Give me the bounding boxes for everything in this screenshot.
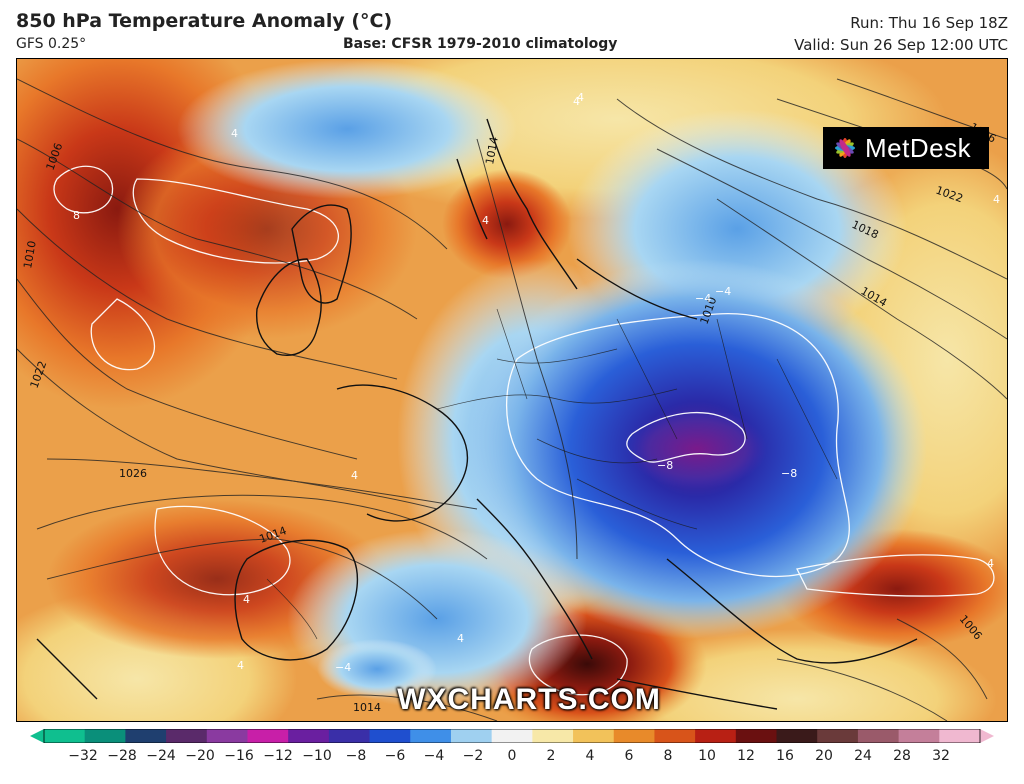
anomaly-label: −4: [695, 292, 711, 305]
colorbar-cell: [491, 729, 533, 743]
colorbar-tick-label: −32: [68, 748, 98, 764]
colorbar-tick-label: 12: [737, 748, 755, 764]
colorbar-cell: [817, 729, 859, 743]
anomaly-label: 4: [482, 214, 489, 227]
colorbar-tick-label: −24: [146, 748, 176, 764]
anomaly-label: 8: [73, 209, 80, 222]
colorbar-tick-label: 6: [624, 748, 634, 764]
colorbar-cell: [776, 729, 818, 743]
model-label: GFS 0.25°: [16, 36, 87, 52]
metdesk-logo: MetDesk: [823, 127, 989, 169]
colorbar-cell: [369, 729, 411, 743]
colorbar-tick-label: 16: [776, 748, 794, 764]
country-borders: [266, 308, 838, 640]
cool-anomaly-algeria: [317, 639, 437, 699]
colorbar-tick-label: 32: [932, 748, 950, 764]
colorbar-cell: [898, 729, 940, 743]
colorbar-tick-label: 28: [893, 748, 911, 764]
colorbar-tick-label: −20: [185, 748, 215, 764]
colorbar-cell: [328, 729, 371, 743]
colorbar-cell: [44, 729, 86, 743]
coastlines: [36, 118, 918, 710]
anomaly-label: 4: [243, 593, 250, 606]
colorbar-cell: [247, 729, 289, 743]
anomaly-contours: [53, 165, 995, 696]
colorbar-cell: [450, 729, 493, 743]
warm-anomaly-scandinavia: [442, 169, 572, 279]
colorbar-tick-label: −8: [345, 748, 367, 764]
metdesk-logo-text: MetDesk: [865, 132, 972, 163]
anomaly-map: 1006 1010 1022 1026 1014 1014 1026 1022 …: [16, 58, 1008, 722]
isobar-label: 1014: [353, 701, 381, 714]
colorbar-cell: [613, 729, 655, 743]
colorbar-cell: [166, 729, 208, 743]
climatology-base-label: Base: CFSR 1979-2010 climatology: [343, 36, 618, 52]
isobar-label: 1010: [21, 240, 39, 270]
anomaly-label: 4: [237, 659, 244, 672]
colorbar-tick-labels: −32 −28 −24 −20 −16 −12 −10 −8 −6 −4 −2 0 2 4 6 8 10 12 16…: [0, 748, 1024, 768]
colorbar-tick-label: −10: [302, 748, 332, 764]
colorbar-cell: [939, 729, 981, 743]
anomaly-labels: 8 4 4 4 −4 −8 −8 4 −4 4 4 4 4 −4 4 −4 4: [73, 91, 1000, 674]
colorbar-tick-label: 10: [698, 748, 716, 764]
cold-anomaly-core: [627, 409, 767, 489]
colorbar-cell: [84, 729, 126, 743]
colorbar-cell: [532, 729, 574, 743]
valid-time-label: Valid: Sun 26 Sep 12:00 UTC: [794, 36, 1008, 54]
colorbar-cell: [410, 729, 452, 743]
colorbar-tick-label: 0: [507, 748, 517, 764]
colorbar-tick-label: −12: [263, 748, 293, 764]
colorbar-tick-label: 20: [815, 748, 833, 764]
run-time-label: Run: Thu 16 Sep 18Z: [850, 14, 1008, 32]
anomaly-label: −8: [657, 459, 673, 472]
colorbar-tick-label: 8: [663, 748, 673, 764]
colorbar-cells: [44, 729, 981, 743]
anomaly-label: −8: [781, 467, 797, 480]
colorbar-tick-label: −28: [107, 748, 137, 764]
colorbar-cell: [288, 729, 330, 743]
colorbar-tick-label: −2: [462, 748, 484, 764]
colorbar-tick-label: 2: [546, 748, 556, 764]
anomaly-label: −4: [335, 661, 351, 674]
cool-anomaly-north-sea: [177, 59, 517, 199]
chart-title: 850 hPa Temperature Anomaly (°C): [16, 10, 393, 32]
colorbar-tick-label: −16: [224, 748, 254, 764]
anomaly-label: 4: [457, 632, 464, 645]
anomaly-label: 4: [351, 469, 358, 482]
colorbar-tick-label: 24: [854, 748, 872, 764]
colorbar-left-arrow: [30, 729, 44, 743]
colorbar-tick-label: 4: [585, 748, 595, 764]
colorbar-right-arrow: [980, 729, 994, 743]
colorbar-cell: [573, 729, 615, 743]
isobar-label: 1026: [119, 467, 147, 480]
colorbar-tick-label: −4: [423, 748, 445, 764]
map-canvas: 1006 1010 1022 1026 1014 1014 1026 1022 …: [17, 59, 1007, 721]
isobar-label: 1014: [483, 136, 501, 166]
wxcharts-watermark: WXCHARTS.COM: [397, 683, 661, 716]
anomaly-label: 4: [987, 557, 994, 570]
colorbar-cell: [857, 729, 900, 743]
anomaly-label: 4: [231, 127, 238, 140]
colorbar: [30, 729, 994, 743]
colorbar-cell: [654, 729, 696, 743]
colorbar-tick-label: −6: [384, 748, 406, 764]
anomaly-label: 4: [993, 193, 1000, 206]
colorbar-cell: [125, 729, 167, 743]
metdesk-star-icon: [835, 138, 855, 158]
anomaly-label: 4: [573, 95, 580, 108]
anomaly-label: −4: [715, 285, 731, 298]
anomaly-label: 4: [577, 91, 584, 104]
colorbar-cell: [695, 729, 737, 743]
colorbar-cell: [206, 729, 248, 743]
isobar-lines: [17, 78, 1007, 721]
colorbar-cell: [735, 729, 778, 743]
